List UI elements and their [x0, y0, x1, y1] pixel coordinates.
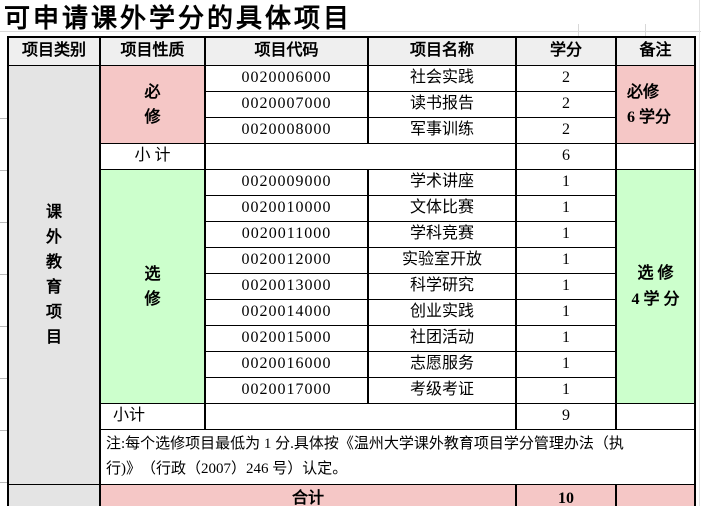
credit-cell: 1 — [515, 195, 617, 222]
code-cell: 0020008000 — [204, 117, 369, 144]
empty-cell — [615, 484, 696, 506]
code-cell: 0020013000 — [204, 273, 369, 300]
credits-table: 项目类别 项目性质 项目代码 项目名称 学分 备注 课外教育项目 必 修 002… — [7, 36, 696, 506]
credit-cell: 1 — [515, 169, 617, 196]
code-cell: 0020010000 — [204, 195, 369, 222]
table-row: 0020017000 考级考证 1 — [8, 377, 695, 404]
credit-cell: 1 — [515, 351, 617, 378]
row-tick — [0, 118, 7, 119]
empty-cell — [7, 484, 101, 506]
name-cell: 军事训练 — [367, 117, 517, 144]
empty-cell — [204, 143, 517, 170]
code-cell: 0020014000 — [204, 299, 369, 326]
credit-cell: 1 — [515, 273, 617, 300]
subtotal-label-cell: 小 计 — [99, 143, 206, 170]
credit-cell: 2 — [515, 65, 617, 92]
name-cell: 创业实践 — [367, 299, 517, 326]
footnote-line: 行)》 （行政（2007）246 号）认定。 — [106, 461, 348, 477]
empty-cell — [204, 403, 517, 430]
elective-remark-cell: 选 修 4 学 分 — [615, 169, 696, 404]
code-cell: 0020015000 — [204, 325, 369, 352]
name-cell: 社团活动 — [367, 325, 517, 352]
name-cell: 读书报告 — [367, 91, 517, 118]
footnote-line: 注:每个选修项目最低为 1 分.具体按《温州大学课外教育项目学分管理办法（执 — [106, 436, 624, 452]
code-cell: 0020011000 — [204, 221, 369, 248]
subtotal-value-cell: 6 — [515, 143, 617, 170]
header-row: 项目类别 项目性质 项目代码 项目名称 学分 备注 — [7, 36, 696, 66]
credit-cell: 1 — [515, 325, 617, 352]
elective-label-line: 选 — [144, 265, 161, 283]
credit-cell: 2 — [515, 91, 617, 118]
name-cell: 文体比赛 — [367, 195, 517, 222]
remark-line: 6 学分 — [627, 108, 672, 126]
table-row: 0020015000 社团活动 1 — [8, 325, 695, 352]
footnote-row: 注:每个选修项目最低为 1 分.具体按《温州大学课外教育项目学分管理办法（执 行… — [8, 429, 696, 485]
required-label-line: 必 — [144, 83, 161, 101]
elective-label-cell: 选 修 — [99, 169, 206, 404]
total-row: 合计 10 — [7, 484, 696, 506]
code-cell: 0020006000 — [204, 65, 369, 92]
total-value-cell: 10 — [515, 484, 617, 506]
header-category: 项目类别 — [7, 36, 101, 66]
table-row: 0020014000 创业实践 1 — [8, 299, 695, 326]
category-cell: 课外教育项目 — [7, 65, 101, 485]
table-row: 0020013000 科学研究 1 — [8, 273, 695, 300]
credit-cell: 2 — [515, 117, 617, 144]
remark-line: 4 学 分 — [631, 290, 680, 308]
code-cell: 0020016000 — [204, 351, 369, 378]
table-row: 课外教育项目 必 修 0020006000 社会实践 2 必修 6 学分 — [7, 65, 696, 485]
code-cell: 0020009000 — [204, 169, 369, 196]
name-cell: 考级考证 — [367, 377, 517, 404]
row-tick — [0, 222, 7, 223]
row-tick — [0, 170, 7, 171]
credit-cell: 1 — [515, 299, 617, 326]
row-tick — [0, 482, 7, 483]
required-remark-cell: 必修 6 学分 — [615, 65, 696, 144]
gridline — [699, 0, 700, 506]
row-tick — [0, 274, 7, 275]
footnote-cell: 注:每个选修项目最低为 1 分.具体按《温州大学课外教育项目学分管理办法（执 行… — [99, 429, 696, 485]
name-cell: 学术讲座 — [367, 169, 517, 196]
remark-line: 选 修 — [637, 264, 674, 282]
name-cell: 实验室开放 — [367, 247, 517, 274]
subtotal-label-cell: 小计 — [99, 403, 206, 430]
gridline — [645, 24, 646, 37]
header-credit: 学分 — [515, 36, 617, 66]
required-label-line: 修 — [144, 108, 161, 126]
subtotal-value-cell: 9 — [515, 403, 617, 430]
gridline — [578, 24, 579, 37]
name-cell: 志愿服务 — [367, 351, 517, 378]
credit-cell: 1 — [515, 377, 617, 404]
header-code: 项目代码 — [204, 36, 369, 66]
credit-cell: 1 — [515, 221, 617, 248]
category-label: 课外教育项目 — [45, 204, 62, 346]
table-row: 0020008000 军事训练 2 — [8, 117, 695, 144]
empty-cell — [615, 143, 696, 170]
credit-cell: 1 — [515, 247, 617, 274]
name-cell: 科学研究 — [367, 273, 517, 300]
code-cell: 0020007000 — [204, 91, 369, 118]
table-row: 选 修 0020009000 学术讲座 1 选 修 4 学 分 — [8, 169, 696, 404]
name-cell: 学科竞赛 — [367, 221, 517, 248]
code-cell: 0020017000 — [204, 377, 369, 404]
row-tick — [0, 430, 7, 431]
header-remark: 备注 — [615, 36, 696, 66]
row-tick — [0, 326, 7, 327]
required-subtotal-row: 小 计 6 — [8, 143, 696, 170]
empty-cell — [615, 403, 696, 430]
total-label-cell: 合计 — [99, 484, 517, 506]
elective-subtotal-row: 小计 9 — [8, 403, 696, 430]
name-cell: 社会实践 — [367, 65, 517, 92]
gridline — [0, 31, 701, 32]
code-cell: 0020012000 — [204, 247, 369, 274]
elective-label-line: 修 — [144, 290, 161, 308]
header-name: 项目名称 — [367, 36, 517, 66]
page-title: 可申请课外学分的具体项目 — [4, 3, 353, 33]
table-row: 0020011000 学科竞赛 1 — [8, 221, 695, 248]
row-tick — [0, 378, 7, 379]
required-label-cell: 必 修 — [99, 65, 206, 144]
header-nature: 项目性质 — [99, 36, 206, 66]
remark-line: 必修 — [627, 83, 660, 101]
